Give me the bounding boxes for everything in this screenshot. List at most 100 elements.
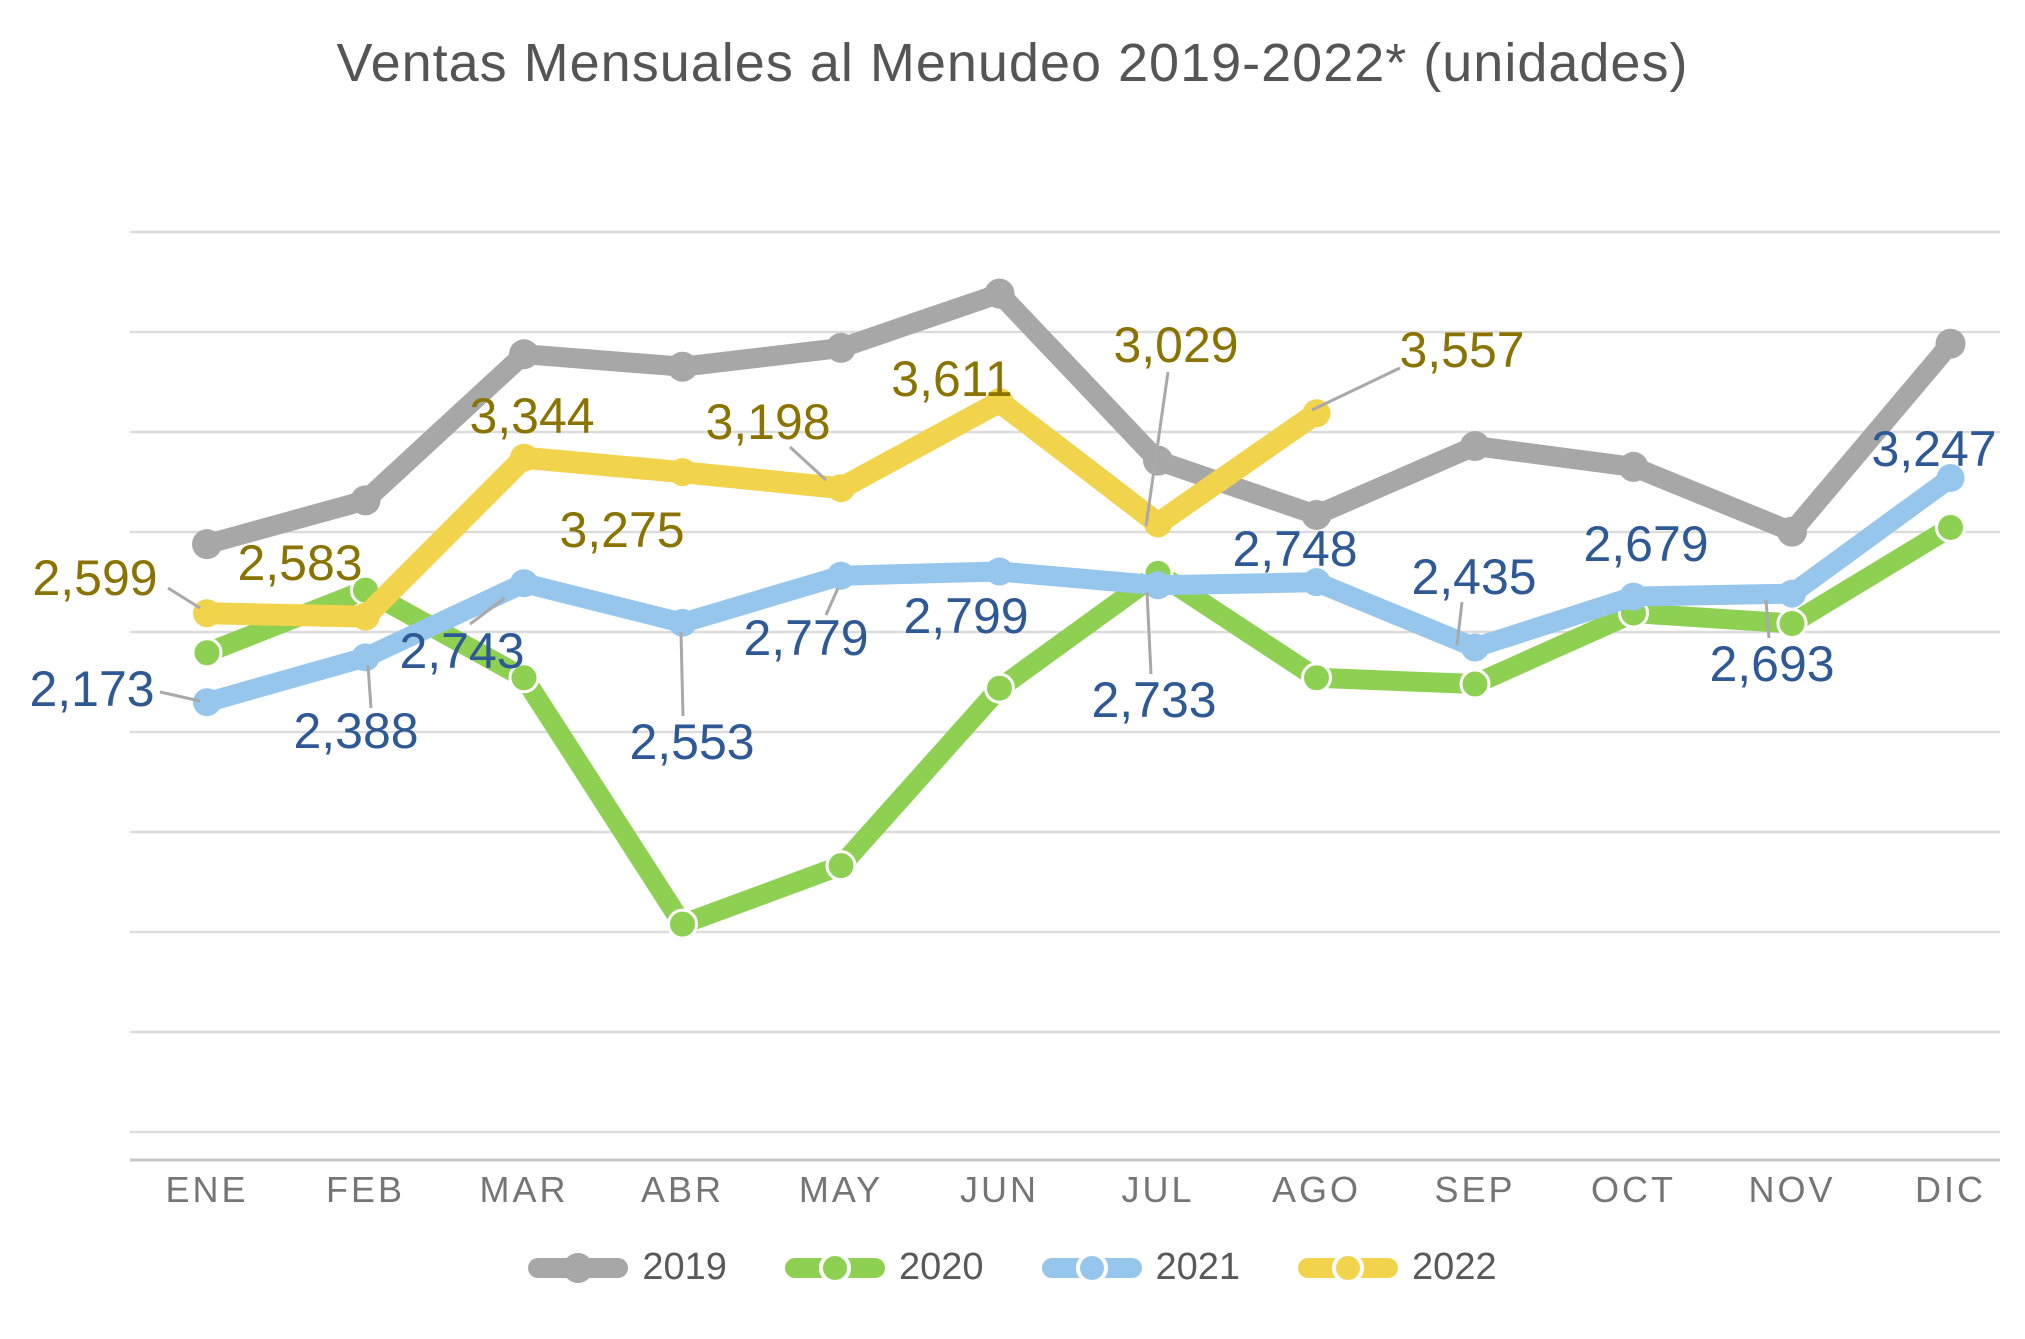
label-leader-line xyxy=(167,586,201,610)
series-point-2021-MAY xyxy=(827,561,855,590)
series-point-2022-ABR xyxy=(668,458,697,487)
x-axis-label-SEP: SEP xyxy=(1434,1169,1515,1210)
series-point-2021-JUN xyxy=(985,557,1014,586)
data-label-2022-7: 3,557 xyxy=(1399,322,1524,378)
legend-label-2021: 2021 xyxy=(1155,1246,1241,1288)
legend-label-2022: 2022 xyxy=(1412,1246,1497,1288)
data-label-2021-3: 2,553 xyxy=(629,714,754,770)
data-label-2021-7: 2,748 xyxy=(1232,521,1357,577)
series-point-2021-FEB xyxy=(351,643,380,672)
label-leader-line xyxy=(1455,601,1464,646)
series-point-2019-MAR xyxy=(509,339,539,370)
series-point-2021-SEP xyxy=(1461,633,1489,662)
data-label-2021-9: 2,679 xyxy=(1583,516,1708,572)
label-leader-line xyxy=(469,596,506,626)
series-point-2021-NOV xyxy=(1778,579,1806,608)
series-point-2020-ENE xyxy=(191,637,223,669)
legend-marker-2020 xyxy=(784,1251,885,1284)
label-leader-line xyxy=(1144,371,1170,527)
data-label-2021-5: 2,799 xyxy=(903,588,1028,644)
data-label-2022-3: 3,275 xyxy=(559,502,684,558)
data-label-2021-11: 3,247 xyxy=(1871,421,1996,477)
series-point-2019-AGO xyxy=(1301,499,1332,530)
data-label-2021-10: 2,693 xyxy=(1709,636,1834,692)
x-axis-label-FEB: FEB xyxy=(326,1169,405,1210)
label-leader-line xyxy=(824,587,840,616)
series-point-2022-ENE xyxy=(193,599,221,628)
legend-marker-dot xyxy=(1332,1251,1365,1284)
series-point-2019-DIC xyxy=(1935,328,1966,359)
data-label-2022-6: 3,029 xyxy=(1113,317,1238,373)
x-axis-label-MAY: MAY xyxy=(799,1169,883,1210)
data-label-2021-2: 2,743 xyxy=(399,623,524,679)
data-label-2021-6: 2,733 xyxy=(1091,672,1216,728)
series-point-2019-NOV xyxy=(1777,516,1807,547)
x-axis-label-JUN: JUN xyxy=(960,1169,1039,1210)
data-label-2021-8: 2,435 xyxy=(1411,549,1536,605)
data-label-2022-5: 3,611 xyxy=(891,351,1012,407)
series-point-2022-MAY xyxy=(827,474,855,503)
series-point-2021-JUL xyxy=(1144,571,1172,600)
series-point-2021-DIC xyxy=(1936,463,1965,492)
series-line-2020 xyxy=(197,517,1961,935)
data-label-2022-0: 2,599 xyxy=(32,550,157,606)
series-point-2021-ABR xyxy=(668,608,697,637)
series-point-2019-SEP xyxy=(1460,431,1490,462)
legend-marker-dot xyxy=(1075,1251,1108,1284)
series-point-2020-MAR xyxy=(508,662,540,694)
legend-marker-2022 xyxy=(1298,1251,1399,1284)
label-leader-line xyxy=(788,445,828,482)
data-label-2021-4: 2,779 xyxy=(743,610,868,666)
series-point-2022-JUL xyxy=(1144,509,1172,538)
legend-label-2020: 2020 xyxy=(898,1246,984,1288)
x-axis-label-NOV: NOV xyxy=(1748,1169,1835,1210)
data-label-2021-0: 2,173 xyxy=(29,661,154,717)
label-leader-line xyxy=(1145,591,1153,675)
legend-label-2019: 2019 xyxy=(642,1246,727,1288)
x-axis-label-MAR: MAR xyxy=(480,1169,569,1210)
series-point-2022-FEB xyxy=(351,602,380,631)
x-axis-label-ENE: ENE xyxy=(165,1169,248,1210)
series-point-2022-MAR xyxy=(510,443,538,472)
series-point-2019-JUN xyxy=(984,278,1015,309)
legend-marker-dot xyxy=(563,1252,594,1283)
series-point-2019-ABR xyxy=(667,351,698,382)
x-axis-label-OCT: OCT xyxy=(1591,1169,1676,1210)
series-point-2020-MAY xyxy=(825,850,857,882)
data-label-2022-1: 2,583 xyxy=(237,535,362,591)
series-point-2021-ENE xyxy=(193,688,221,717)
series-point-2020-SEP xyxy=(1459,668,1491,700)
series-point-2020-NOV xyxy=(1776,608,1808,640)
series-point-2019-MAY xyxy=(826,332,856,363)
chart-title: Ventas Mensuales al Menudeo 2019-2022* (… xyxy=(336,33,1689,93)
x-axis-label-ABR: ABR xyxy=(641,1169,724,1210)
series-point-2020-DIC xyxy=(1935,511,1966,543)
legend-marker-dot xyxy=(818,1251,851,1284)
legend: 2019 2020 2021 2022 xyxy=(0,1246,2025,1289)
x-axis-label-DIC: DIC xyxy=(1915,1169,1986,1210)
legend-item-2022: 2022 xyxy=(1298,1246,1497,1289)
legend-marker-2019 xyxy=(528,1252,629,1283)
series-point-2021-AGO xyxy=(1302,568,1331,597)
series-line-2021 xyxy=(197,467,1961,713)
legend-marker-2021 xyxy=(1041,1251,1142,1284)
data-label-2022-2: 3,344 xyxy=(469,388,594,444)
series-line-2019 xyxy=(197,283,1961,555)
data-label-2022-4: 3,198 xyxy=(705,394,830,450)
legend-item-2020: 2020 xyxy=(784,1246,984,1289)
label-leader-line xyxy=(1311,366,1401,412)
legend-item-2021: 2021 xyxy=(1041,1246,1241,1289)
series-line-2022 xyxy=(196,391,1328,628)
x-axis-label-AGO: AGO xyxy=(1272,1169,1361,1210)
series-point-2019-JUL xyxy=(1143,445,1173,476)
series-point-2019-OCT xyxy=(1618,451,1649,482)
series-point-2020-ABR xyxy=(667,908,698,940)
series-point-2020-AGO xyxy=(1301,662,1332,694)
legend-item-2019: 2019 xyxy=(528,1246,727,1289)
series-point-2022-AGO xyxy=(1302,399,1331,428)
series-point-2021-OCT xyxy=(1619,582,1648,611)
label-leader-line xyxy=(366,664,373,709)
series-point-2021-MAR xyxy=(510,569,538,598)
x-axis-label-JUL: JUL xyxy=(1121,1169,1194,1210)
